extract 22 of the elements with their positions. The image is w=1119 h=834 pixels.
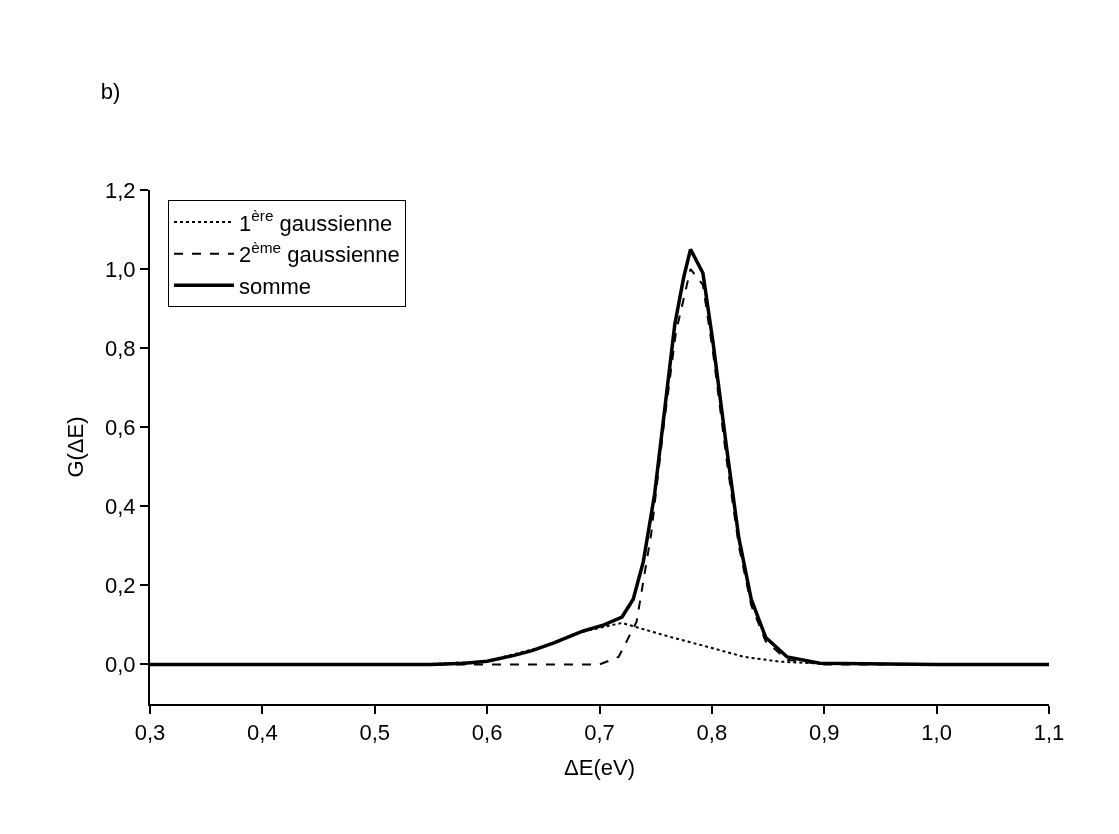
x-tick-label: 1,0 [921, 720, 952, 746]
x-tick-label: 0,7 [584, 720, 615, 746]
y-tick-label: 0,2 [105, 573, 136, 599]
x-axis-title: ΔE(eV) [564, 754, 635, 780]
x-tick-label: 0,3 [134, 720, 166, 746]
y-tick-label: 0,6 [105, 414, 136, 440]
y-tick-label: 1,2 [105, 177, 136, 203]
x-tick-label: 1,1 [1033, 720, 1065, 746]
x-tick-label: 0,6 [471, 720, 503, 746]
legend-label: somme [238, 273, 312, 299]
legend-label: 1$^{ère}$ gaussienne [238, 207, 393, 236]
x-tick-label: 0,5 [359, 720, 391, 746]
x-tick-label: 0,8 [696, 720, 728, 746]
x-tick-label: 0,9 [808, 720, 840, 746]
x-tick-label: 0,4 [247, 720, 278, 746]
chart-title: b) [100, 78, 121, 104]
y-tick-label: 0,8 [105, 335, 136, 361]
y-tick-label: 0,4 [105, 494, 136, 520]
legend-label: 2$^{ème}$ gaussienne [238, 239, 400, 268]
y-axis-title: G(ΔE) [63, 416, 89, 478]
y-tick-label: 1,0 [105, 256, 136, 282]
y-tick-label: 0,0 [105, 652, 136, 678]
